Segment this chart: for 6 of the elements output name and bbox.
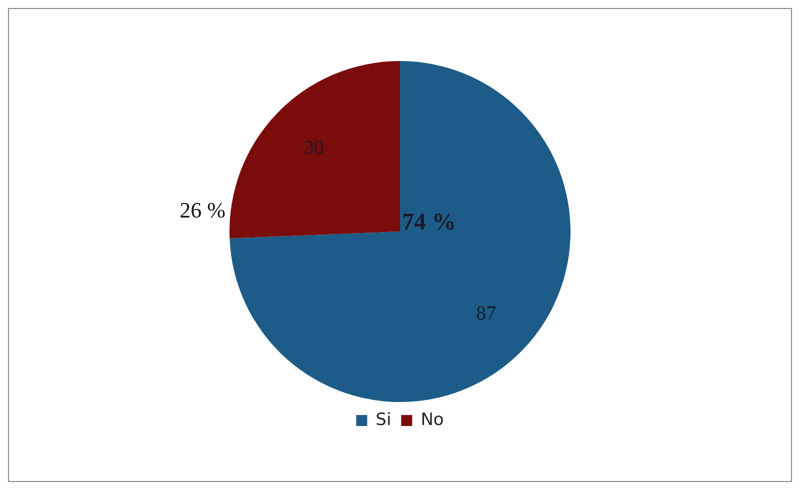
legend-label: Si: [376, 410, 392, 430]
legend-label: No: [420, 410, 444, 430]
data-label: 87: [476, 302, 496, 324]
text: 26 %: [180, 197, 226, 222]
text: 74 %: [402, 210, 456, 236]
data-label: 30: [304, 137, 324, 160]
